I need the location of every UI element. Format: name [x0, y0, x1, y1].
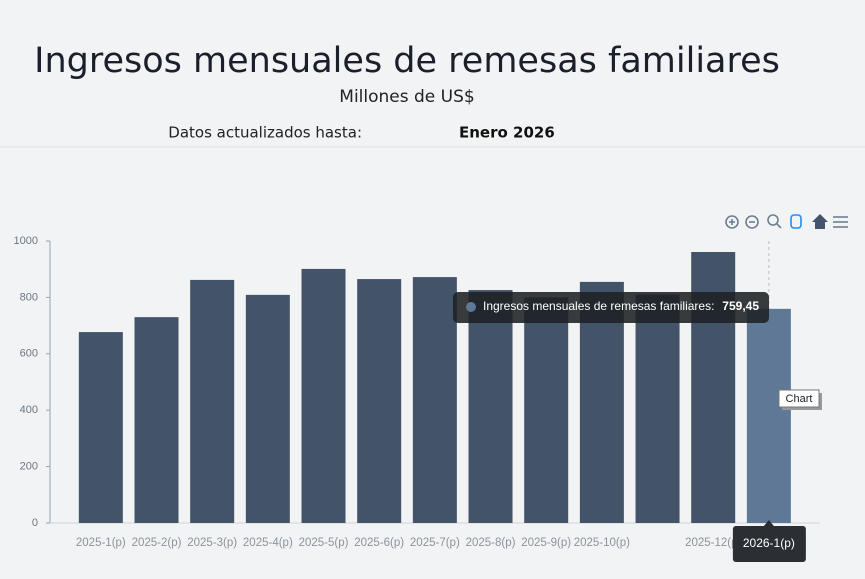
subtitle: Millones de US$ [339, 87, 474, 107]
tooltip-marker [466, 302, 476, 312]
x-tick-label: 2025-5(p) [299, 537, 349, 549]
x-tick-label: 2025-12(p) [685, 537, 741, 549]
menu[interactable] [833, 216, 848, 228]
bar [78, 332, 123, 523]
y-tick-label: 400 [20, 404, 38, 416]
bar [357, 279, 402, 523]
y-tick-label: 800 [20, 291, 38, 303]
y-tick-label: 1000 [14, 235, 38, 247]
bar [524, 297, 569, 523]
zoom-in[interactable] [725, 215, 739, 229]
tooltip-label: Ingresos mensuales de remesas familiares… [483, 299, 714, 313]
title: Ingresos mensuales de remesas familiares [34, 41, 780, 81]
pan[interactable] [790, 214, 802, 229]
category-tooltip-arrow [763, 520, 774, 526]
x-tick-label: 2025-7(p) [410, 537, 460, 549]
x-tick-label: 2025-2(p) [132, 537, 182, 549]
category-tooltip: 2026-1(p) [743, 536, 795, 550]
category-tooltip-box [732, 526, 806, 562]
updated-label: Datos actualizados hasta: [168, 124, 362, 142]
bar [746, 308, 791, 523]
x-tick-label: 2025-1(p) [76, 537, 126, 549]
bar [468, 290, 513, 523]
x-tick-label: 2025-9(p) [521, 537, 571, 549]
x-tick-label: 2025-3(p) [187, 537, 237, 549]
y-tick-label: 0 [32, 517, 38, 529]
x-tick-label: 2025-4(p) [243, 537, 293, 549]
bar [301, 268, 346, 523]
bar [412, 277, 457, 523]
zoom[interactable] [767, 214, 782, 229]
bar [245, 294, 290, 523]
updated-value: Enero 2026 [459, 124, 555, 142]
bar [635, 294, 680, 523]
x-tick-label: 2025-8(p) [466, 537, 516, 549]
toolbar [725, 214, 848, 229]
zoom-out[interactable] [745, 215, 759, 229]
hint-box [778, 389, 820, 408]
x-tick-label: 2025-10(p) [574, 537, 630, 549]
x-tick-label: 2025-6(p) [354, 537, 404, 549]
hint-text: Chart [786, 393, 813, 405]
y-tick-label: 200 [20, 461, 38, 473]
y-tick-label: 600 [20, 348, 38, 360]
value-tooltip-box [453, 292, 769, 323]
tooltip-value: 759,45 [722, 299, 759, 313]
bar [134, 317, 179, 523]
bar [190, 279, 235, 523]
reset[interactable] [812, 214, 828, 229]
